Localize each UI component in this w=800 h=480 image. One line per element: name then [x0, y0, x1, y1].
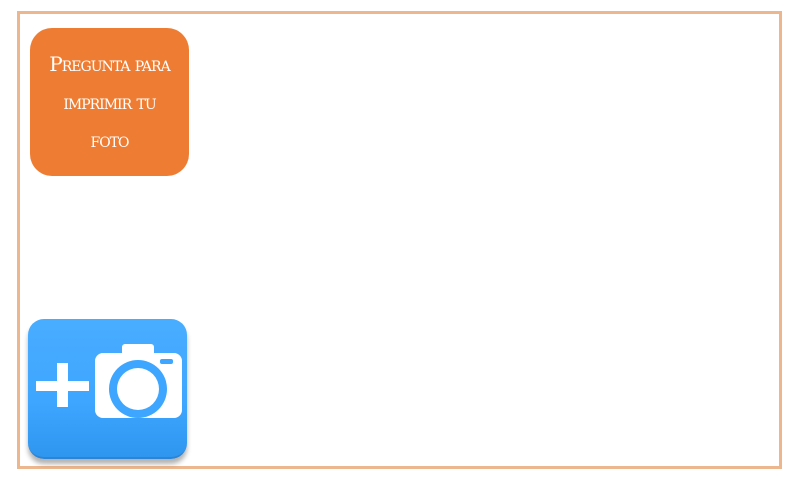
print-photo-button[interactable]: Pregunta para imprimir tu foto: [30, 28, 189, 176]
print-photo-label: Pregunta para imprimir tu foto: [49, 52, 170, 152]
add-camera-icon: [36, 344, 182, 418]
plus-icon: [36, 363, 89, 407]
camera-icon: [95, 344, 182, 418]
add-photo-button[interactable]: [28, 319, 187, 459]
